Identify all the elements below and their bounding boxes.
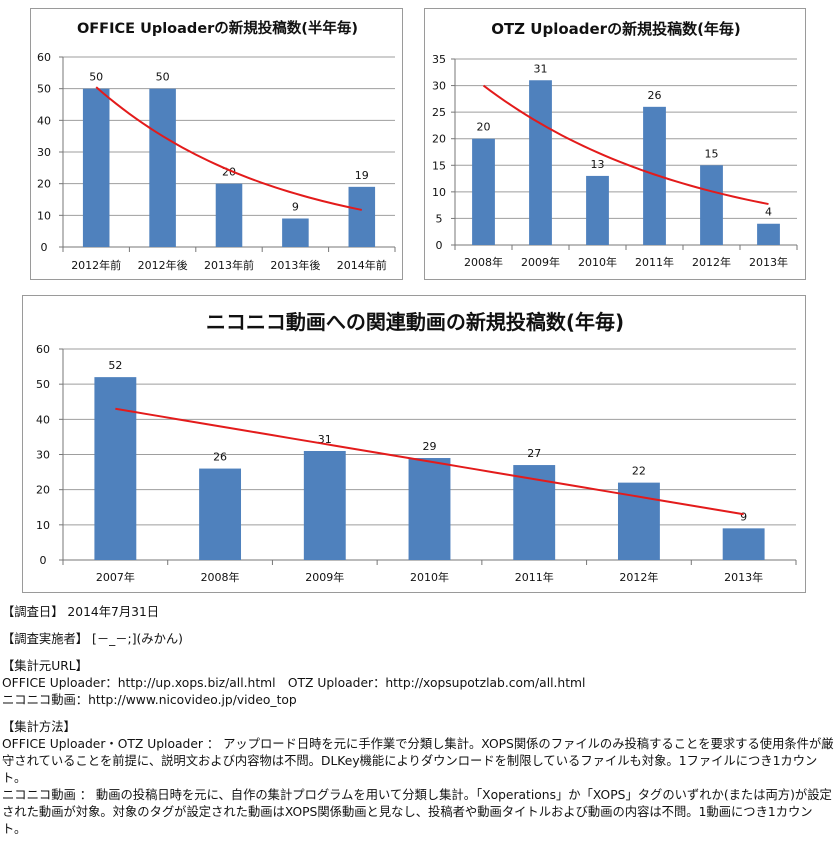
bar xyxy=(586,175,609,245)
category-label: 2012年前 xyxy=(71,258,121,272)
survey-notes: 【調査日】 2014年7月31日 【調査実施者】 [－_－;](みかん) 【集計… xyxy=(2,604,834,838)
bar xyxy=(617,482,660,560)
data-label: 26 xyxy=(213,451,227,464)
y-tick-label: 35 xyxy=(432,53,446,66)
bar xyxy=(199,468,242,560)
y-tick-label: 30 xyxy=(36,449,50,462)
y-tick-label: 50 xyxy=(36,378,50,391)
trend-line xyxy=(95,86,363,211)
bar xyxy=(215,183,243,247)
bar xyxy=(348,186,376,247)
source-url-line1: OFFICE Uploader：http://up.xops.biz/all.h… xyxy=(2,676,586,690)
bar xyxy=(529,80,552,245)
category-label: 2012年 xyxy=(692,255,731,269)
chart-title: OTZ Uploaderの新規投稿数(年毎) xyxy=(491,20,741,38)
data-label: 29 xyxy=(423,440,437,453)
bar xyxy=(757,223,780,245)
y-tick-label: 25 xyxy=(432,106,446,119)
surveyor-label: 【調査実施者】 xyxy=(2,632,89,646)
category-label: 2011年 xyxy=(635,255,674,269)
y-tick-label: 30 xyxy=(432,80,446,93)
chart-otz-uploader-svg: OTZ Uploaderの新規投稿数(年毎) 0 5 10 15 20 25 30 35 20 20… xyxy=(432,20,798,269)
y-tick-label: 50 xyxy=(37,83,51,96)
y-tick-label: 5 xyxy=(436,212,443,225)
category-label: 2009年 xyxy=(305,570,344,584)
y-tick-label: 10 xyxy=(432,186,446,199)
chart-nicovideo-svg: ニコニコ動画への関連動画の新規投稿数(年毎) 0 10 20 30 40 50 60 52 200… xyxy=(36,310,797,584)
chart-otz-uploader: OTZ Uploaderの新規投稿数(年毎) 0 5 10 15 20 25 30 35 20 20… xyxy=(424,8,806,280)
y-tick-label: 0 xyxy=(436,239,443,252)
source-url-line2: ニコニコ動画：http://www.nicovideo.jp/video_top xyxy=(2,693,297,707)
chart-office-uploader-svg: OFFICE Uploaderの新規投稿数(半年毎) 0 10 20 30 40 50 60 5… xyxy=(37,19,396,272)
bar xyxy=(303,450,346,560)
category-label: 2013年前 xyxy=(204,258,254,272)
category-label: 2014年前 xyxy=(337,258,387,272)
survey-date-label: 【調査日】 xyxy=(2,605,64,619)
y-tick-label: 40 xyxy=(37,114,51,127)
data-label: 50 xyxy=(89,71,103,84)
category-label: 2008年 xyxy=(464,255,503,269)
bar xyxy=(282,218,309,247)
method-text-uploaders: OFFICE Uploader・OTZ Uploader ： アップロード日時を… xyxy=(2,737,834,785)
trend-line xyxy=(115,407,744,516)
chart-title: OFFICE Uploaderの新規投稿数(半年毎) xyxy=(77,19,358,37)
bar xyxy=(722,528,765,560)
data-label: 20 xyxy=(477,121,491,134)
trend-line xyxy=(482,84,769,206)
category-label: 2010年 xyxy=(410,570,449,584)
y-tick-label: 60 xyxy=(36,343,50,356)
category-label: 2012年後 xyxy=(138,258,188,272)
chart-nicovideo: ニコニコ動画への関連動画の新規投稿数(年毎) 0 10 20 30 40 50 60 52 200… xyxy=(22,295,806,593)
category-label: 2009年 xyxy=(521,255,560,269)
bar xyxy=(408,458,451,560)
y-tick-label: 0 xyxy=(40,554,47,567)
y-tick-label: 10 xyxy=(37,209,51,222)
category-label: 2008年 xyxy=(201,570,240,584)
chart-title: ニコニコ動画への関連動画の新規投稿数(年毎) xyxy=(206,310,624,334)
data-label: 26 xyxy=(648,89,662,102)
survey-date-value: 2014年7月31日 xyxy=(67,605,160,619)
bar xyxy=(472,138,495,245)
survey-date-line: 【調査日】 2014年7月31日 xyxy=(2,604,834,621)
bar xyxy=(82,88,110,248)
y-tick-label: 30 xyxy=(37,146,51,159)
data-label: 52 xyxy=(108,359,122,372)
category-label: 2013年 xyxy=(749,255,788,269)
y-tick-label: 40 xyxy=(36,413,50,426)
method-text-nicovideo: ニコニコ動画 ： 動画の投稿日時を元に、自作の集計プログラムを用いて分類し集計。… xyxy=(2,788,832,836)
y-tick-label: 0 xyxy=(41,241,48,254)
surveyor-value: [－_－;](みかん) xyxy=(92,632,183,646)
data-label: 4 xyxy=(765,206,772,219)
data-label: 50 xyxy=(156,71,170,84)
bar xyxy=(700,165,723,245)
y-tick-label: 60 xyxy=(37,51,51,64)
data-label: 22 xyxy=(632,465,646,478)
category-label: 2013年後 xyxy=(270,258,320,272)
category-label: 2007年 xyxy=(96,570,135,584)
chart-office-uploader: OFFICE Uploaderの新規投稿数(半年毎) 0 10 20 30 40 50 60 5… xyxy=(30,8,403,280)
method-label: 【集計方法】 xyxy=(2,720,76,734)
category-label: 2011年 xyxy=(515,570,554,584)
data-label: 9 xyxy=(292,201,299,214)
source-url-label: 【集計元URL】 xyxy=(2,659,88,673)
category-label: 2012年 xyxy=(619,570,658,584)
category-label: 2010年 xyxy=(578,255,617,269)
y-tick-label: 20 xyxy=(432,133,446,146)
category-label: 2013年 xyxy=(724,570,763,584)
surveyor-line: 【調査実施者】 [－_－;](みかん) xyxy=(2,631,834,648)
y-tick-label: 15 xyxy=(432,159,446,172)
y-tick-label: 20 xyxy=(37,178,51,191)
bar xyxy=(643,106,666,245)
bar xyxy=(149,88,176,248)
data-label: 27 xyxy=(527,447,541,460)
y-tick-label: 20 xyxy=(36,484,50,497)
data-label: 13 xyxy=(591,158,605,171)
data-label: 9 xyxy=(740,510,747,523)
data-label: 15 xyxy=(705,147,719,160)
y-tick-label: 10 xyxy=(36,519,50,532)
data-label: 19 xyxy=(355,169,369,182)
bar xyxy=(94,377,137,560)
data-label: 31 xyxy=(534,62,548,75)
